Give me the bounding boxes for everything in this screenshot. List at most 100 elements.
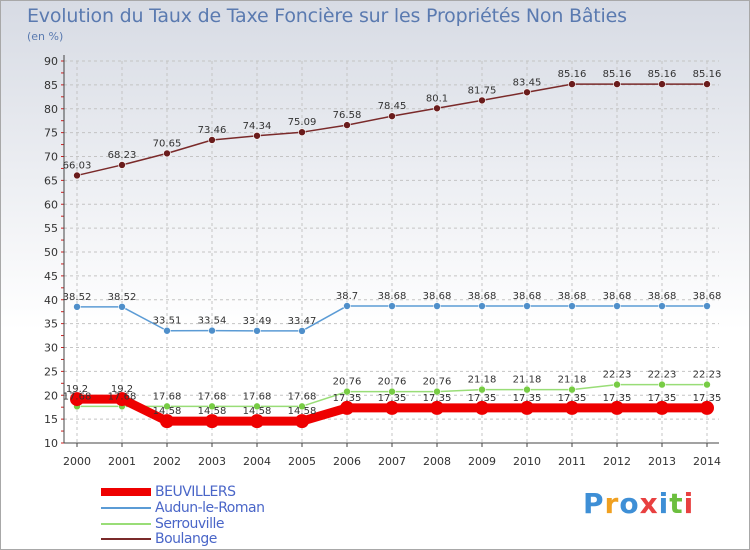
data-point-serrouville bbox=[478, 385, 486, 394]
data-point-beuvillers bbox=[250, 414, 264, 429]
data-label-serrouville: 17.68 bbox=[243, 391, 272, 402]
data-point-serrouville bbox=[343, 387, 351, 396]
data-label-audun-le-roman: 33.51 bbox=[153, 316, 182, 327]
data-point-boulange bbox=[343, 121, 351, 129]
data-label-boulange: 85.16 bbox=[648, 69, 677, 80]
brand-letter: t bbox=[669, 487, 684, 520]
data-label-audun-le-roman: 38.68 bbox=[378, 291, 407, 302]
data-point-serrouville bbox=[658, 380, 666, 389]
data-point-audun-le-roman bbox=[568, 302, 576, 310]
data-label-serrouville: 22.23 bbox=[648, 370, 677, 381]
data-label-beuvillers: 17.35 bbox=[468, 393, 497, 404]
y-tick-label: 65 bbox=[44, 174, 58, 187]
y-tick-label: 50 bbox=[44, 246, 58, 259]
data-label-serrouville: 17.68 bbox=[153, 391, 182, 402]
x-tick-label: 2000 bbox=[63, 455, 91, 468]
data-point-beuvillers bbox=[340, 400, 354, 415]
data-label-beuvillers: 14.58 bbox=[153, 406, 182, 417]
data-point-audun-le-roman bbox=[208, 326, 216, 335]
data-point-serrouville bbox=[433, 387, 441, 396]
data-point-beuvillers bbox=[115, 392, 129, 407]
data-point-audun-le-roman bbox=[433, 302, 441, 310]
brand-text: Proxiti bbox=[583, 487, 694, 520]
x-tick-label: 2004 bbox=[243, 455, 271, 468]
data-label-serrouville: 21.18 bbox=[513, 375, 542, 386]
y-tick-label: 20 bbox=[44, 389, 58, 402]
x-tick-label: 2009 bbox=[468, 455, 496, 468]
data-label-boulange: 66.03 bbox=[63, 160, 92, 171]
data-point-beuvillers bbox=[475, 400, 489, 415]
legend-item-boulange[interactable]: Boulange bbox=[101, 531, 341, 547]
data-point-beuvillers bbox=[700, 400, 714, 415]
data-label-serrouville: 17.68 bbox=[288, 391, 317, 402]
data-point-serrouville bbox=[208, 402, 216, 411]
data-point-beuvillers bbox=[205, 414, 219, 429]
data-label-audun-le-roman: 38.68 bbox=[423, 291, 452, 302]
brand-logo: Proxiti bbox=[583, 487, 694, 520]
data-label-boulange: 83.45 bbox=[513, 77, 542, 88]
x-tick-label: 2008 bbox=[423, 455, 451, 468]
data-point-beuvillers bbox=[70, 392, 84, 407]
y-tick-label: 80 bbox=[44, 103, 58, 116]
legend-swatch-beuvillers bbox=[101, 488, 151, 496]
legend-item-beuvillers[interactable]: BEUVILLERS bbox=[101, 484, 341, 500]
y-tick-label: 30 bbox=[44, 342, 58, 355]
data-point-serrouville bbox=[568, 385, 576, 394]
x-tick-label: 2007 bbox=[378, 455, 406, 468]
data-point-beuvillers bbox=[655, 400, 669, 415]
data-label-audun-le-roman: 38.68 bbox=[468, 291, 497, 302]
x-tick-label: 2005 bbox=[288, 455, 316, 468]
data-label-beuvillers: 19.2 bbox=[66, 384, 88, 395]
data-label-audun-le-roman: 33.47 bbox=[288, 316, 317, 327]
data-point-boulange bbox=[253, 131, 261, 140]
data-label-boulange: 80.1 bbox=[426, 93, 448, 104]
data-point-boulange bbox=[73, 171, 81, 180]
data-point-audun-le-roman bbox=[523, 302, 531, 310]
legend-label: Boulange bbox=[155, 531, 217, 547]
data-label-boulange: 78.45 bbox=[378, 101, 407, 112]
data-label-serrouville: 20.76 bbox=[378, 377, 407, 388]
data-point-boulange bbox=[388, 112, 396, 120]
data-point-boulange bbox=[568, 80, 576, 88]
y-tick-label: 55 bbox=[44, 222, 58, 235]
data-label-audun-le-roman: 38.7 bbox=[336, 291, 358, 302]
data-label-serrouville: 22.23 bbox=[603, 370, 632, 381]
data-label-audun-le-roman: 38.68 bbox=[603, 291, 632, 302]
data-label-boulange: 70.65 bbox=[153, 138, 182, 149]
data-point-serrouville bbox=[298, 402, 306, 411]
grid-layer bbox=[64, 60, 719, 444]
data-label-serrouville: 21.18 bbox=[468, 375, 497, 386]
data-label-beuvillers: 14.58 bbox=[198, 406, 227, 417]
data-label-beuvillers: 17.35 bbox=[648, 393, 677, 404]
chart-title: Evolution du Taux de Taxe Foncière sur l… bbox=[27, 5, 627, 27]
data-point-serrouville bbox=[703, 380, 711, 389]
label-layer: 19.2 19.2 14.58 14.58 14.58 14.58 17.35 17.35 17… bbox=[63, 69, 722, 417]
data-label-boulange: 81.75 bbox=[468, 85, 497, 96]
y-tick-label: 70 bbox=[44, 151, 58, 164]
data-point-boulange bbox=[523, 88, 531, 97]
x-tick-label: 2011 bbox=[558, 455, 586, 468]
plot-area: 10 15 20 25 30 35 40 45 50 55 60 65 70 75 80 85 90 2000 20… bbox=[44, 55, 722, 468]
data-label-serrouville: 17.68 bbox=[198, 391, 227, 402]
data-label-beuvillers: 17.35 bbox=[378, 393, 407, 404]
y-tick-label: 10 bbox=[44, 437, 58, 450]
data-label-audun-le-roman: 38.68 bbox=[693, 291, 722, 302]
data-label-boulange: 73.46 bbox=[198, 125, 227, 136]
data-point-boulange bbox=[703, 80, 711, 88]
data-label-audun-le-roman: 38.52 bbox=[63, 292, 92, 303]
data-label-beuvillers: 17.35 bbox=[693, 393, 722, 404]
data-label-audun-le-roman: 38.52 bbox=[108, 292, 137, 303]
brand-letter: x bbox=[639, 487, 659, 520]
data-point-boulange bbox=[478, 96, 486, 105]
data-label-serrouville: 21.18 bbox=[558, 375, 587, 386]
data-point-beuvillers bbox=[385, 400, 399, 415]
legend-item-audun-le-roman[interactable]: Audun-le-Roman bbox=[101, 500, 341, 516]
data-label-serrouville: 17.68 bbox=[63, 391, 92, 402]
data-point-beuvillers bbox=[520, 400, 534, 415]
legend-label: Serrouville bbox=[155, 516, 224, 532]
y-tick-label: 90 bbox=[44, 55, 58, 68]
legend-item-serrouville[interactable]: Serrouville bbox=[101, 516, 341, 532]
data-point-boulange bbox=[298, 128, 306, 136]
data-point-boulange bbox=[118, 161, 126, 169]
y-tick-label: 25 bbox=[44, 365, 58, 378]
